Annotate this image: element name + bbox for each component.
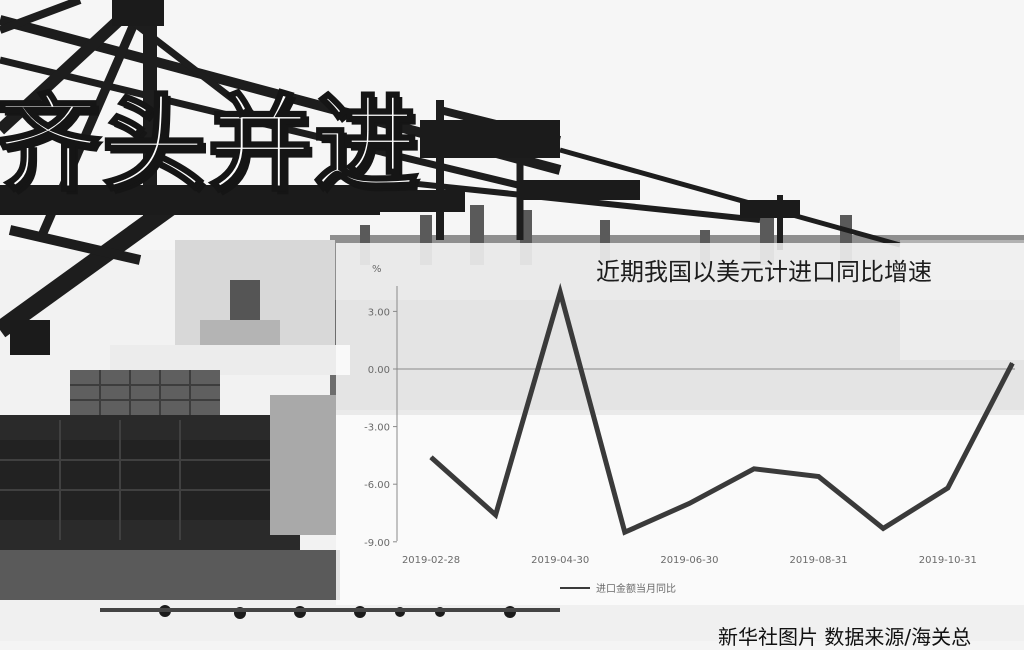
data-point <box>495 514 497 516</box>
y-tick-label: 0.00 <box>368 365 390 376</box>
data-point <box>624 531 626 533</box>
y-unit-label: % <box>372 264 382 275</box>
chart-title: 近期我国以美元计进口同比增速 <box>596 258 932 286</box>
y-tick-label: -3.00 <box>364 423 390 434</box>
y-tick-label: -9.00 <box>364 538 390 549</box>
data-point <box>818 476 820 478</box>
data-point <box>559 291 561 293</box>
series-line <box>429 282 1015 536</box>
x-tick-label: 2019-04-30 <box>531 555 589 566</box>
x-tick-label: 2019-10-31 <box>919 555 977 566</box>
y-tick-label: -6.00 <box>364 480 390 491</box>
data-point <box>1011 362 1013 364</box>
legend-label: 进口金额当月同比 <box>596 582 676 595</box>
chart-panel <box>336 243 1024 605</box>
data-point <box>947 487 949 489</box>
x-tick-label: 2019-08-31 <box>790 555 848 566</box>
data-point <box>430 456 432 458</box>
data-point <box>688 502 690 504</box>
x-tick-label: 2019-06-30 <box>660 555 718 566</box>
headline: 齐头并进 <box>0 83 421 205</box>
y-tick-label: 3.00 <box>368 307 390 318</box>
data-point <box>882 527 884 529</box>
x-tick-label: 2019-02-28 <box>402 555 460 566</box>
source-caption: 新华社图片 数据来源/海关总 <box>718 625 972 649</box>
data-point <box>753 468 755 470</box>
